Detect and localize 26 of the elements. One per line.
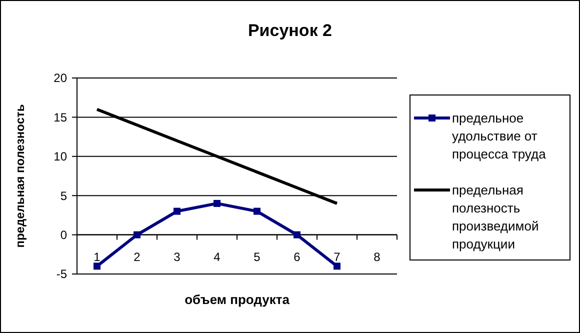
legend-label: предельная полезность произведимой продукции <box>452 182 539 252</box>
x-tick-label: 6 <box>294 250 301 264</box>
point <box>134 231 140 238</box>
x-tick-label: 7 <box>334 250 341 264</box>
chart-title: Рисунок 2 <box>248 21 332 40</box>
x-tick-label: 1 <box>94 250 101 264</box>
y-tick-label: 0 <box>60 228 68 242</box>
point <box>294 231 300 238</box>
y-tick-label: 20 <box>54 71 68 86</box>
point <box>214 200 220 207</box>
y-tick-label: 10 <box>54 150 68 164</box>
point <box>174 208 180 215</box>
x-tick-label: 8 <box>374 250 381 264</box>
y-axis-title: предельная полезность <box>13 104 27 248</box>
x-tick-label: 3 <box>174 250 181 264</box>
point <box>254 208 260 215</box>
y-tick-label: -5 <box>56 267 68 282</box>
point <box>334 262 340 270</box>
x-tick-label: 2 <box>134 250 141 264</box>
point <box>94 262 100 270</box>
x-tick-label: 5 <box>254 250 261 264</box>
x-axis-title: объем продукта <box>184 292 290 307</box>
legend-label: предельное удольствие от процесса труда <box>452 110 547 162</box>
y-tick-label: 15 <box>54 110 68 124</box>
y-tick-label: 5 <box>60 188 68 203</box>
x-tick-label: 4 <box>214 250 221 264</box>
